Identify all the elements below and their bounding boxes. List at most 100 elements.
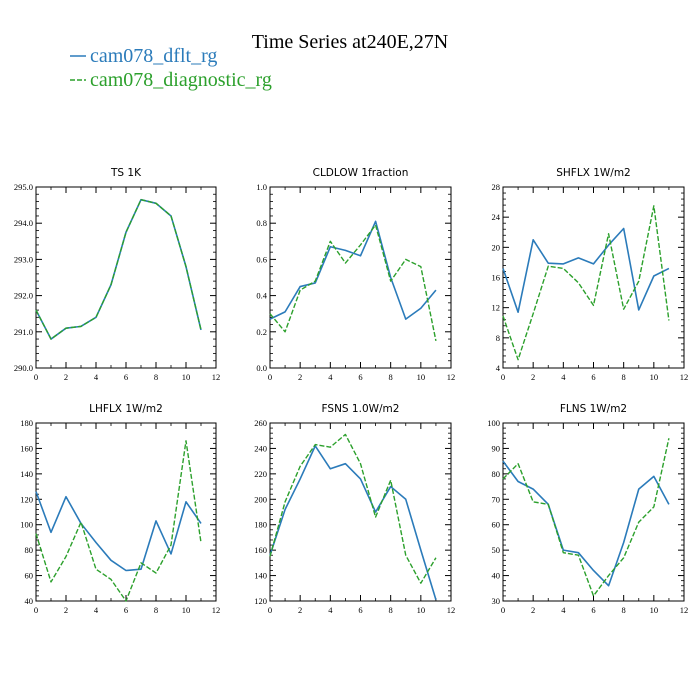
x-tick-label: 6	[591, 605, 595, 615]
x-tick-label: 12	[447, 605, 456, 615]
series-line-dflt	[502, 460, 670, 587]
x-tick-label: 0	[34, 372, 38, 382]
x-tick-label: 8	[389, 372, 393, 382]
x-tick-label: 8	[154, 605, 158, 615]
panel-title: LHFLX 1W/m2	[89, 403, 163, 415]
y-tick-label: 140	[254, 571, 267, 581]
x-tick-label: 10	[650, 605, 659, 615]
x-tick-label: 2	[64, 372, 68, 382]
x-tick-label: 4	[94, 605, 99, 615]
series-line-dflt	[502, 227, 670, 313]
x-tick-label: 12	[680, 605, 689, 615]
y-tick-label: 292.0	[14, 291, 33, 301]
x-tick-label: 2	[298, 605, 302, 615]
x-tick-label: 6	[124, 372, 128, 382]
x-tick-label: 12	[212, 372, 221, 382]
y-tick-label: 100	[487, 418, 500, 428]
y-tick-label: 40	[492, 571, 501, 581]
x-tick-label: 2	[531, 605, 535, 615]
y-tick-label: 1.0	[256, 182, 267, 192]
panel-title: FSNS 1.0W/m2	[322, 403, 400, 415]
x-tick-label: 4	[328, 372, 333, 382]
legend-label-1: cam078_dflt_rg	[90, 45, 217, 67]
y-tick-label: 180	[20, 418, 33, 428]
panel-cldlow: CLDLOW 1fraction 0.0 0.2 0.4 0.6 0.8 1.0 0 2 4 6 8 1…	[256, 167, 455, 382]
panel-title: SHFLX 1W/m2	[556, 167, 631, 179]
series-line-diagnostic	[269, 433, 437, 584]
y-tick-label: 20	[492, 242, 501, 252]
panel-fsns: FSNS 1.0W/m2 120 140 160 180 200 220 240 260 0 2 4 6…	[254, 403, 455, 615]
y-tick-label: 0.6	[256, 254, 267, 264]
y-tick-label: 180	[254, 520, 267, 530]
x-tick-label: 8	[622, 372, 626, 382]
y-tick-label: 120	[254, 596, 267, 606]
y-tick-label: 140	[20, 469, 33, 479]
x-tick-label: 4	[561, 605, 566, 615]
y-tick-label: 260	[254, 418, 267, 428]
legend-label-2: cam078_diagnostic_rg	[90, 69, 272, 91]
y-tick-label: 240	[254, 443, 267, 453]
x-tick-label: 2	[64, 605, 68, 615]
y-tick-label: 40	[25, 596, 34, 606]
x-tick-label: 2	[298, 372, 302, 382]
y-tick-label: 90	[492, 443, 501, 453]
y-tick-label: 50	[492, 545, 501, 555]
y-tick-label: 30	[492, 596, 501, 606]
figure-title: Time Series at240E,27N	[252, 31, 448, 53]
y-tick-label: 12	[492, 303, 501, 313]
y-tick-label: 160	[254, 545, 267, 555]
panel-ts: TS 1K 290.0 291.0 292.0 293.0 294.0 295.0 0 2 4 6 8…	[14, 167, 220, 382]
y-tick-label: 80	[492, 469, 501, 479]
y-tick-label: 8	[496, 333, 500, 343]
x-tick-label: 4	[561, 372, 566, 382]
x-tick-label: 10	[417, 372, 426, 382]
x-tick-label: 8	[389, 605, 393, 615]
x-tick-label: 8	[154, 372, 158, 382]
panel-lhflx: LHFLX 1W/m2 40 60 80 100 120 140 160 180 0 2 4 6 8 10 1…	[20, 403, 220, 615]
x-tick-label: 12	[212, 605, 221, 615]
x-tick-label: 0	[268, 605, 272, 615]
y-tick-label: 28	[492, 182, 501, 192]
y-tick-label: 291.0	[14, 327, 33, 337]
y-tick-label: 160	[20, 443, 33, 453]
x-tick-label: 4	[94, 372, 99, 382]
x-tick-label: 8	[622, 605, 626, 615]
x-tick-label: 10	[182, 605, 191, 615]
y-tick-label: 100	[20, 520, 33, 530]
x-tick-label: 0	[268, 372, 272, 382]
x-tick-label: 10	[650, 372, 659, 382]
x-tick-label: 6	[124, 605, 128, 615]
x-tick-label: 12	[680, 372, 689, 382]
series-line-diagnostic	[35, 440, 202, 602]
y-tick-label: 120	[20, 494, 33, 504]
panel-title: TS 1K	[110, 167, 142, 179]
x-tick-label: 6	[358, 605, 362, 615]
x-tick-label: 4	[328, 605, 333, 615]
y-tick-label: 294.0	[14, 218, 33, 228]
y-tick-label: 220	[254, 469, 267, 479]
y-tick-label: 24	[492, 212, 501, 222]
y-tick-label: 290.0	[14, 363, 33, 373]
y-tick-label: 70	[492, 494, 501, 504]
series-line-diagnostic	[269, 224, 437, 341]
y-tick-label: 60	[492, 520, 501, 530]
x-tick-label: 12	[447, 372, 456, 382]
series-line-dflt	[35, 491, 202, 572]
x-tick-label: 0	[501, 372, 505, 382]
x-tick-label: 6	[358, 372, 362, 382]
y-tick-label: 0.2	[256, 327, 267, 337]
y-tick-label: 80	[25, 545, 34, 555]
series-line-dflt	[269, 445, 437, 600]
y-tick-label: 0.0	[256, 363, 267, 373]
x-tick-label: 10	[417, 605, 426, 615]
series-line-diagnostic	[502, 205, 670, 361]
y-tick-label: 4	[496, 363, 501, 373]
x-tick-label: 0	[501, 605, 505, 615]
panel-flns: FLNS 1W/m2 30 40 50 60 70 80 90 100 0 2 4 6 8 10 12	[487, 403, 688, 615]
x-tick-label: 10	[182, 372, 191, 382]
